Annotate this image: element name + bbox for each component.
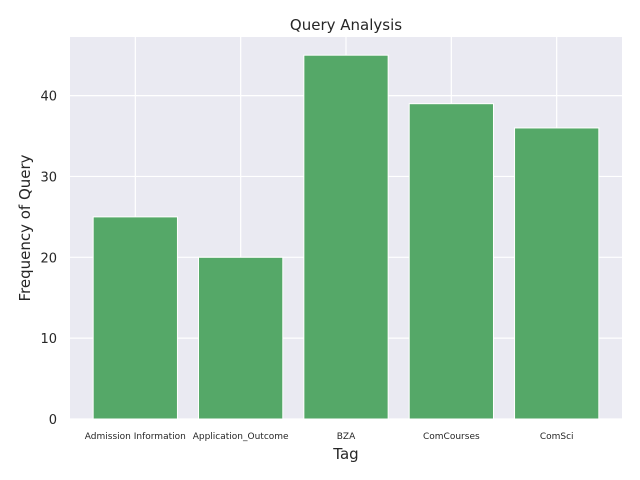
- y-tick-label: 20: [40, 251, 57, 266]
- bar: [408, 103, 494, 420]
- y-tick-label: 0: [49, 413, 57, 428]
- y-axis-label: Frequency of Query: [16, 154, 34, 301]
- x-tick-label: BZA: [337, 432, 356, 442]
- bar: [92, 216, 178, 420]
- x-tick-label: Application_Outcome: [193, 432, 289, 442]
- x-tick-label: Admission Information: [85, 432, 186, 442]
- x-tick-label: ComCourses: [423, 432, 480, 442]
- y-axis-ticks: 0 10 20 30 40: [40, 90, 57, 428]
- y-tick-label: 30: [40, 170, 57, 185]
- y-tick-label: 10: [40, 332, 57, 347]
- bar: [303, 54, 389, 420]
- x-axis-ticks: Admission Information Application_Outcome…: [85, 432, 574, 442]
- x-axis-label: Tag: [332, 445, 358, 463]
- bar: [514, 127, 600, 420]
- bar: [198, 256, 284, 420]
- y-tick-label: 40: [40, 90, 57, 105]
- bars: [92, 54, 600, 420]
- x-tick-label: ComSci: [540, 432, 574, 442]
- chart-title: Query Analysis: [290, 16, 402, 34]
